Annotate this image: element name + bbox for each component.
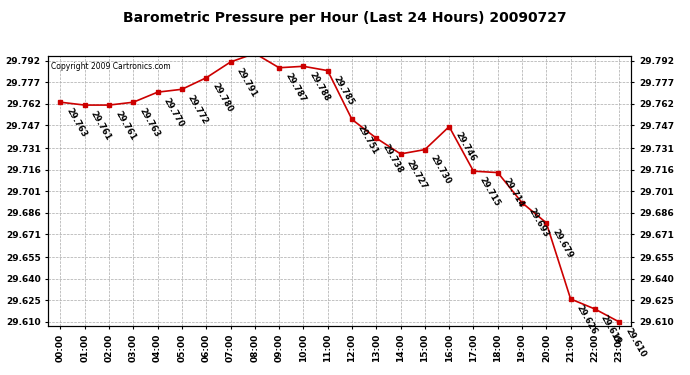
Text: Barometric Pressure per Hour (Last 24 Hours) 20090727: Barometric Pressure per Hour (Last 24 Ho… [124, 11, 566, 25]
Text: 29.730: 29.730 [429, 154, 453, 186]
Text: 29.763: 29.763 [137, 106, 161, 139]
Text: 29.761: 29.761 [89, 109, 113, 142]
Text: 29.791: 29.791 [235, 66, 259, 99]
Text: 29.788: 29.788 [308, 70, 331, 103]
Text: 29.715: 29.715 [477, 175, 502, 208]
Text: 29.785: 29.785 [332, 75, 356, 107]
Text: 29.610: 29.610 [623, 326, 647, 358]
Text: 29.626: 29.626 [575, 303, 599, 336]
Text: 29.727: 29.727 [405, 158, 428, 190]
Text: 29.780: 29.780 [210, 82, 234, 114]
Text: 29.797: 29.797 [0, 374, 1, 375]
Text: 29.693: 29.693 [526, 207, 550, 239]
Text: 29.761: 29.761 [113, 109, 137, 142]
Text: 29.738: 29.738 [380, 142, 404, 175]
Text: 29.746: 29.746 [453, 131, 477, 164]
Text: 29.679: 29.679 [551, 227, 574, 260]
Text: 29.714: 29.714 [502, 177, 526, 209]
Text: 29.619: 29.619 [599, 313, 623, 346]
Text: 29.772: 29.772 [186, 93, 210, 126]
Text: 29.751: 29.751 [356, 124, 380, 156]
Text: 29.770: 29.770 [161, 96, 186, 129]
Text: 29.763: 29.763 [65, 106, 88, 139]
Text: Copyright 2009 Cartronics.com: Copyright 2009 Cartronics.com [51, 62, 171, 70]
Text: 29.787: 29.787 [284, 72, 307, 104]
